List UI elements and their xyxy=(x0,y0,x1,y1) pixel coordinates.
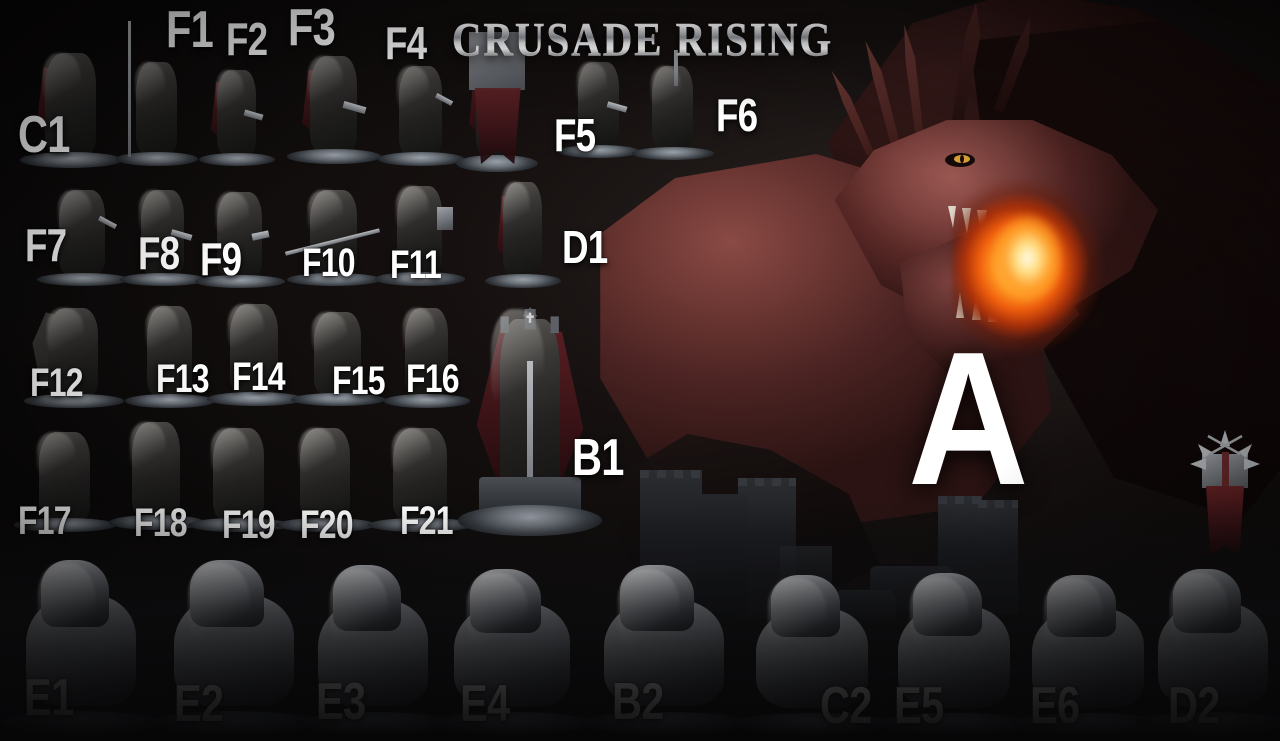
floor-shadow-overlay xyxy=(0,501,1280,741)
